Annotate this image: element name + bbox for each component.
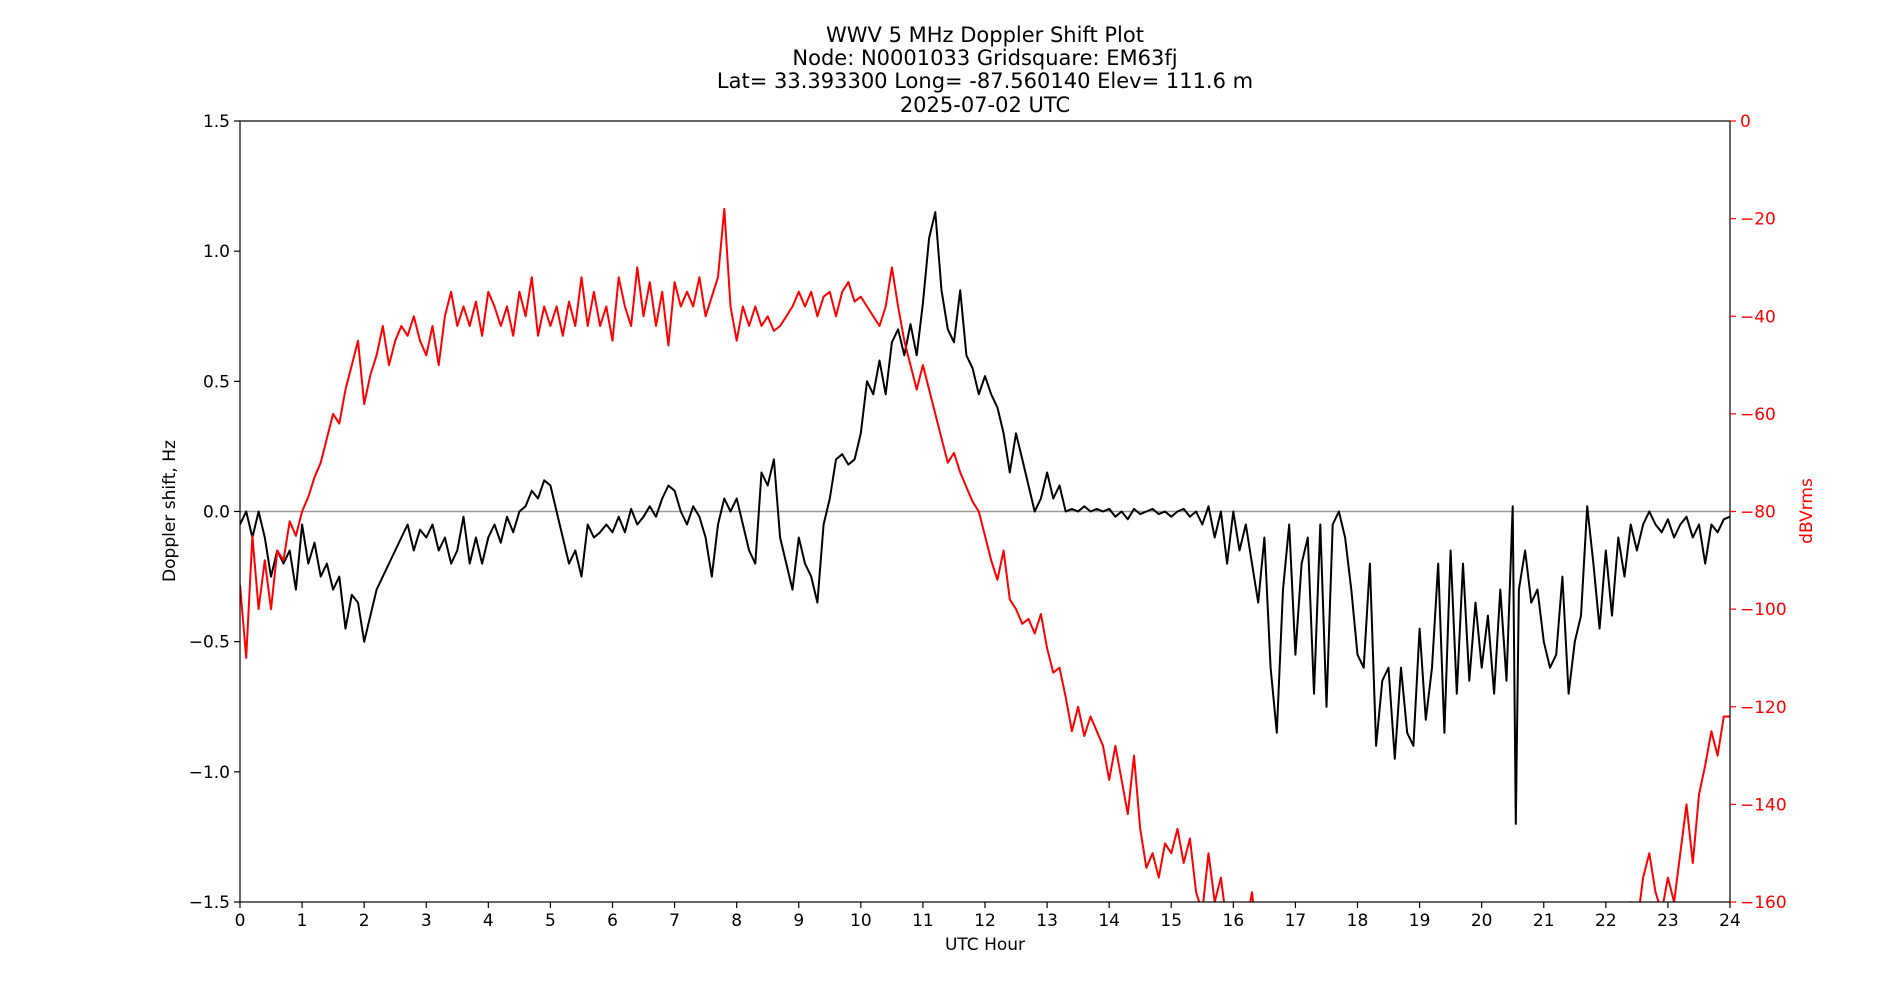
x-tick-label: 7	[669, 911, 680, 931]
y-tick-label: 1.0	[203, 242, 230, 262]
y-tick-label: 0.0	[203, 503, 230, 523]
title-line-2: Node: N0001033 Gridsquare: EM63fj	[792, 46, 1177, 70]
title-line-1: WWV 5 MHz Doppler Shift Plot	[826, 23, 1144, 47]
x-tick-label: 15	[1160, 911, 1182, 931]
y2-tick-label: −140	[1740, 795, 1787, 815]
x-tick-label: 10	[850, 911, 872, 931]
x-tick-label: 19	[1409, 911, 1431, 931]
x-tick-label: 0	[235, 911, 246, 931]
y2-tick-label: −100	[1740, 600, 1787, 620]
title-line-4: 2025-07-02 UTC	[900, 93, 1070, 117]
x-tick-label: 12	[974, 911, 996, 931]
y-tick-label: 1.5	[203, 112, 230, 132]
series-layer	[240, 207, 1730, 902]
y2-tick-label: 0	[1740, 112, 1751, 132]
x-tick-label: 1	[297, 911, 308, 931]
y2-tick-label: −80	[1740, 503, 1776, 523]
y2-tick-label: −20	[1740, 210, 1776, 230]
x-tick-label: 2	[359, 911, 370, 931]
y2-tick-label: −60	[1740, 405, 1776, 425]
x-tick-label: 24	[1719, 911, 1741, 931]
signal-level-line	[240, 207, 1730, 902]
y-tick-label: −1.0	[189, 763, 230, 783]
x-tick-label: 3	[421, 911, 432, 931]
x-tick-label: 6	[607, 911, 618, 931]
doppler-shift-line	[240, 211, 1730, 825]
x-tick-label: 22	[1595, 911, 1617, 931]
x-tick-label: 14	[1098, 911, 1120, 931]
x-tick-label: 8	[731, 911, 742, 931]
y2-ticks: 0 −20 −40 −60 −80 −100 −120 −140 −160	[1730, 112, 1787, 913]
y-tick-label: −1.5	[189, 893, 230, 913]
x-tick-label: 4	[483, 911, 494, 931]
y2-tick-label: −160	[1740, 893, 1787, 913]
x-tick-label: 11	[912, 911, 934, 931]
y-tick-label: 0.5	[203, 372, 230, 392]
x-tick-label: 23	[1657, 911, 1679, 931]
y2-axis-label: dBVrms	[1797, 478, 1817, 544]
y-axis-label: Doppler shift, Hz	[160, 440, 180, 582]
x-tick-label: 13	[1036, 911, 1058, 931]
x-tick-label: 16	[1223, 911, 1245, 931]
x-ticks: 0 1 2 3 4 5 6 7 8 9 10 11 12 13 14 15 16 17 18 19 20 21 22 23 24	[235, 902, 1741, 931]
y-ticks: 1.5 1.0 0.5 0.0 −0.5 −1.0 −1.5	[189, 112, 240, 913]
y2-tick-label: −120	[1740, 698, 1787, 718]
x-tick-label: 21	[1533, 911, 1555, 931]
x-tick-label: 18	[1347, 911, 1369, 931]
x-tick-label: 9	[793, 911, 804, 931]
x-tick-label: 17	[1285, 911, 1307, 931]
y-tick-label: −0.5	[189, 633, 230, 653]
x-tick-label: 5	[545, 911, 556, 931]
title-line-3: Lat= 33.393300 Long= -87.560140 Elev= 11…	[717, 69, 1253, 93]
x-axis-label: UTC Hour	[945, 935, 1025, 955]
y2-tick-label: −40	[1740, 307, 1776, 327]
x-tick-label: 20	[1471, 911, 1493, 931]
